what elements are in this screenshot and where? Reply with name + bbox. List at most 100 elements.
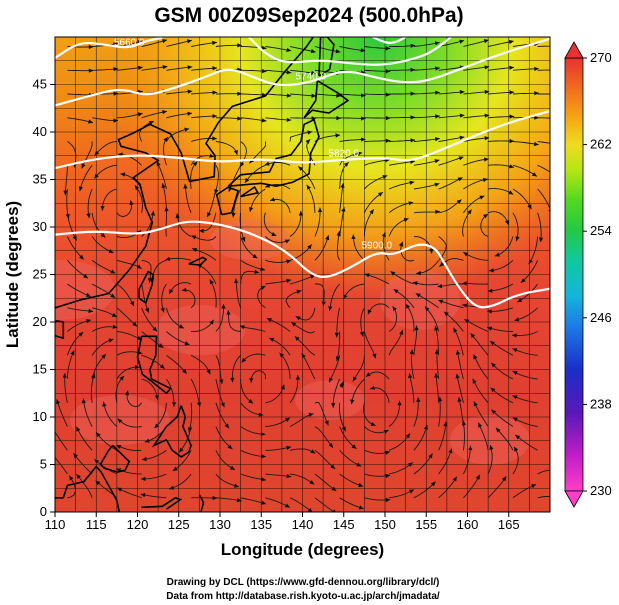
coastline (55, 320, 65, 340)
streamline-arrowhead (280, 384, 285, 390)
streamline-arrowhead (286, 70, 292, 75)
streamline-arrowhead (284, 239, 290, 244)
contour-line (248, 37, 452, 66)
streamline-arrowhead (434, 325, 439, 331)
streamline (191, 319, 214, 332)
streamline (490, 387, 514, 404)
streamline-arrowhead (514, 446, 519, 452)
contour-line (55, 37, 550, 107)
streamline (339, 206, 345, 237)
streamline-arrowhead (86, 318, 92, 324)
coastline (99, 444, 131, 473)
streamline-arrowhead (295, 375, 301, 380)
streamline-arrowhead (191, 235, 197, 240)
streamline-arrowhead (63, 190, 68, 196)
y-tick-label: 15 (33, 362, 47, 377)
streamline-arrowhead (367, 309, 372, 315)
streamline-arrowhead (241, 236, 246, 242)
streamline-arrowhead (261, 118, 267, 123)
streamline (91, 212, 106, 238)
streamline-arrowhead (88, 68, 94, 73)
streamline-arrowhead (330, 464, 336, 469)
contour-line (55, 220, 550, 309)
coastline (141, 496, 183, 510)
streamline-arrowhead (412, 281, 418, 286)
streamline (463, 474, 481, 499)
streamline (410, 349, 415, 380)
streamline-arrowhead (209, 153, 215, 158)
height-contours: 5900.0 5820.0 5740.0 5660.0 (55, 37, 550, 309)
streamline-arrowhead (534, 66, 539, 71)
streamline-arrowhead (72, 235, 77, 241)
streamline-arrowhead (258, 412, 264, 417)
streamline (141, 307, 158, 332)
streamline-arrowhead (331, 486, 337, 491)
streamline-arrowhead (171, 402, 177, 407)
streamline-arrowhead (528, 259, 533, 265)
streamline-arrowhead (129, 301, 134, 306)
streamline-arrowhead (207, 212, 212, 217)
streamline (351, 378, 365, 405)
streamline (462, 445, 471, 475)
streamline-arrowhead (370, 385, 376, 390)
streamline-arrowhead (129, 200, 134, 206)
streamline (487, 211, 510, 226)
streamline-arrowhead (50, 452, 55, 457)
streamline-arrowhead (306, 184, 311, 190)
streamline (90, 373, 96, 403)
streamline-arrowhead (462, 303, 468, 308)
streamline (363, 331, 376, 359)
streamline (332, 378, 341, 408)
streamline (239, 212, 246, 242)
streamline-arrowhead (343, 162, 349, 167)
y-tick-label: 5 (40, 457, 47, 472)
streamline-arrowhead (468, 445, 473, 451)
streamline-arrowhead (478, 422, 483, 428)
streamline-arrowhead (452, 476, 457, 482)
streamline-arrowhead (286, 47, 292, 53)
streamline-arrowhead (350, 399, 355, 405)
streamline-arrowhead (559, 68, 564, 72)
streamline (495, 427, 514, 451)
colorbar-tick-label: 254 (590, 223, 612, 238)
streamline (87, 188, 93, 219)
streamline (141, 283, 150, 313)
streamline (382, 232, 390, 261)
streamline-arrowhead (397, 400, 402, 406)
streamline (73, 452, 93, 475)
streamline (314, 235, 329, 261)
streamline (163, 136, 169, 166)
streamline-arrowhead (307, 130, 313, 135)
streamline-arrowhead (514, 317, 520, 322)
streamline (438, 476, 458, 499)
streamline-arrowhead (398, 241, 403, 247)
streamline-arrowhead (509, 90, 515, 95)
streamline (339, 161, 350, 190)
streamline-arrowhead (360, 48, 366, 53)
streamline-arrowhead (534, 115, 539, 120)
streamline-arrowhead (434, 182, 440, 187)
streamline (338, 402, 347, 432)
streamline (314, 401, 329, 426)
streamline-arrowhead (169, 289, 174, 295)
streamline-arrowhead (237, 116, 242, 121)
streamline-arrowhead (512, 371, 518, 376)
streamline (141, 259, 152, 283)
streamline-arrowhead (438, 299, 444, 304)
streamline-arrowhead (179, 447, 184, 453)
coastline (227, 118, 320, 188)
streamline-arrowhead (505, 220, 510, 225)
streamline-arrowhead (286, 259, 291, 264)
streamline-arrowhead (187, 427, 193, 433)
streamline (67, 475, 77, 499)
streamline-arrowhead (220, 402, 225, 408)
streamline-arrowhead (512, 417, 518, 422)
streamline-arrowhead (88, 308, 94, 314)
streamline (413, 453, 433, 475)
streamline-arrowhead (78, 332, 84, 337)
streamline (91, 353, 107, 380)
streamline (537, 117, 550, 119)
streamline (400, 241, 414, 262)
streamline (438, 448, 453, 475)
